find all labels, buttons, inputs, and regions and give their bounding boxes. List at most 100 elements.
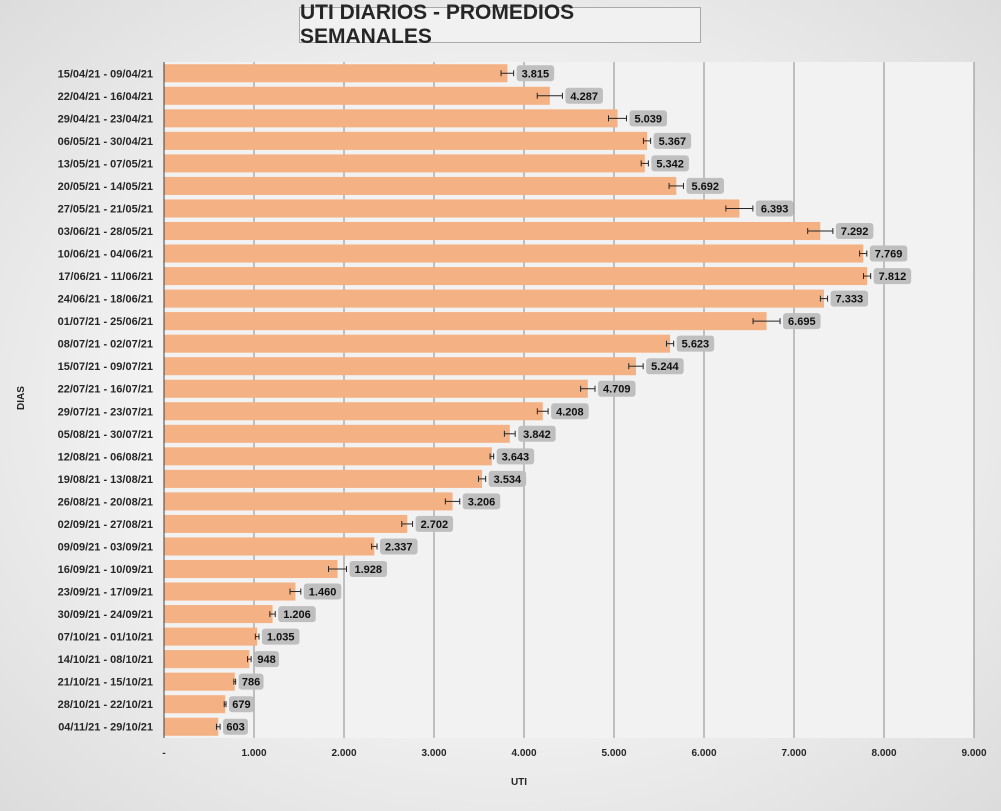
error-bar: [819, 295, 829, 302]
data-label-bg: [646, 358, 684, 375]
data-label: 679: [232, 699, 250, 711]
data-label: 7.292: [841, 226, 869, 238]
data-label: 5.692: [691, 181, 719, 193]
data-label-bg: [873, 268, 912, 285]
bar: [164, 86, 550, 105]
x-tick-label: 9.000: [961, 748, 986, 759]
data-label-bg: [629, 110, 668, 127]
bar: [164, 221, 821, 241]
error-bar: [642, 137, 652, 144]
bar: [164, 176, 677, 195]
data-label: 3.815: [522, 68, 550, 80]
data-label-bg: [651, 155, 689, 172]
data-label: 5.367: [659, 136, 687, 148]
bar: [164, 492, 453, 511]
data-label-bg: [303, 583, 342, 600]
data-label: 2.702: [421, 519, 449, 531]
data-label: 3.842: [523, 429, 551, 441]
data-label: 7.769: [875, 249, 903, 261]
data-label-bg: [830, 290, 869, 307]
data-label: 948: [257, 654, 275, 666]
error-bar: [500, 70, 515, 77]
data-label-bg: [516, 65, 555, 82]
error-bar: [289, 588, 302, 595]
bar: [164, 605, 273, 624]
error-bar: [725, 205, 754, 212]
error-bar: [668, 182, 684, 189]
data-label-bg: [598, 380, 636, 397]
category-label: 12/08/21 - 06/08/21: [58, 451, 153, 463]
error-bar: [371, 543, 378, 550]
category-label: 28/10/21 - 22/10/21: [58, 699, 153, 711]
bar: [164, 199, 740, 218]
data-label: 5.623: [682, 339, 710, 351]
data-label-bg: [229, 696, 254, 713]
error-bar: [536, 92, 563, 99]
bar: [164, 64, 508, 83]
data-label-bg: [755, 200, 794, 217]
data-label: 6.695: [788, 316, 816, 328]
error-bar: [503, 430, 516, 437]
data-label-bg: [254, 651, 280, 668]
data-label-bg: [565, 87, 603, 104]
category-label: 29/07/21 - 23/07/21: [58, 406, 153, 418]
category-label: 03/06/21 - 28/05/21: [58, 226, 153, 238]
bar: [164, 131, 648, 150]
data-label: 7.333: [836, 294, 864, 306]
error-bar: [608, 115, 628, 122]
error-bar: [269, 611, 276, 618]
data-label-bg: [278, 606, 316, 623]
category-label: 13/05/21 - 07/05/21: [58, 158, 153, 170]
bar: [164, 379, 588, 398]
error-bar: [233, 678, 237, 685]
bar: [164, 334, 671, 353]
data-label: 3.206: [468, 496, 496, 508]
category-label: 22/07/21 - 16/07/21: [58, 384, 153, 396]
category-label: 15/04/21 - 09/04/21: [58, 68, 153, 80]
bar: [164, 312, 767, 331]
x-tick-label: 8.000: [871, 748, 896, 759]
bar: [164, 650, 250, 669]
chart-title: UTI DIARIOS - PROMEDIOS SEMANALES: [299, 1, 701, 48]
category-label: 04/11/21 - 29/10/21: [58, 722, 153, 734]
bar: [164, 244, 864, 263]
error-bar: [536, 408, 549, 415]
data-label-bg: [349, 561, 388, 577]
error-bar: [859, 250, 868, 257]
data-label-bg: [686, 177, 724, 194]
error-bar: [862, 273, 872, 280]
data-label-bg: [869, 245, 908, 262]
data-label-bg: [380, 538, 418, 555]
bar: [164, 717, 219, 736]
category-label: 24/06/21 - 18/06/21: [58, 294, 153, 306]
data-label: 7.812: [879, 271, 907, 283]
error-bar: [489, 453, 495, 460]
error-bar: [477, 475, 487, 482]
data-label-bg: [462, 493, 501, 510]
bar: [164, 402, 543, 421]
error-bar: [580, 385, 596, 392]
bar: [164, 289, 824, 308]
error-bar: [807, 228, 834, 234]
data-label: 1.035: [267, 632, 295, 644]
error-bar: [401, 520, 414, 527]
x-tick-label: 1.000: [241, 748, 266, 759]
category-label: 30/09/21 - 24/09/21: [58, 609, 153, 621]
bar: [164, 424, 510, 443]
error-bar: [215, 723, 221, 730]
data-label-bg: [496, 448, 535, 465]
data-label-bg: [783, 313, 821, 330]
error-bar: [328, 566, 348, 572]
error-bar: [640, 160, 649, 167]
category-label: 23/09/21 - 17/09/21: [58, 587, 153, 599]
error-bar: [247, 656, 252, 663]
x-tick-label: 4.000: [511, 748, 536, 759]
data-label: 1.206: [283, 609, 311, 621]
data-label-bg: [238, 673, 264, 690]
x-tick-label: 2.000: [331, 748, 356, 759]
data-label: 3.643: [502, 451, 530, 463]
data-label-bg: [488, 470, 527, 487]
category-label: 19/08/21 - 13/08/21: [58, 474, 153, 486]
bar: [164, 109, 618, 128]
